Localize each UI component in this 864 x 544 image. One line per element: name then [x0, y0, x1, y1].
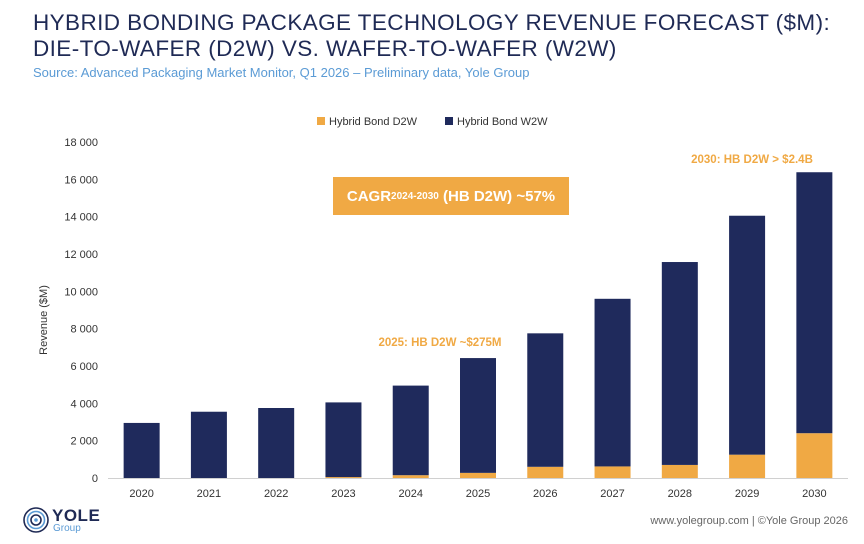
bar-w2w-2028 [661, 262, 698, 465]
title-block: HYBRID BONDING PACKAGE TECHNOLOGY REVENU… [33, 10, 853, 80]
x-tick-label: 2022 [264, 488, 288, 500]
x-tick-label: 2023 [331, 488, 355, 500]
x-tick-label: 2026 [533, 488, 557, 500]
footer-credit: www.yolegroup.com | ©Yole Group 2026 [650, 515, 848, 527]
bar-d2w-2024 [392, 475, 429, 478]
chart-source: Source: Advanced Packaging Market Monito… [33, 65, 530, 80]
yole-swirl-icon [23, 507, 49, 533]
bar-d2w-2026 [527, 466, 564, 478]
bar-w2w-2024 [392, 385, 429, 476]
bar-w2w-2030 [796, 172, 833, 434]
x-tick-label: 2024 [398, 488, 422, 500]
y-tick-label: 2 000 [70, 436, 98, 448]
y-tick-label: 18 000 [64, 137, 98, 149]
annotation-2030: 2030: HB D2W > $2.4B [691, 154, 813, 166]
x-tick-label: 2027 [600, 488, 624, 500]
y-tick-label: 0 [92, 473, 98, 485]
bar-w2w-2029 [729, 215, 766, 455]
x-tick-label: 2021 [197, 488, 221, 500]
bar-w2w-2023 [325, 402, 362, 478]
y-tick-label: 8 000 [70, 324, 98, 336]
x-tick-label: 2029 [735, 488, 759, 500]
logo-wordmark: YOLE [52, 506, 101, 525]
bar-series [123, 172, 833, 478]
bar-d2w-2028 [661, 464, 698, 478]
legend-label-d2w: Hybrid Bond D2W [329, 116, 418, 128]
x-tick-label: 2025 [466, 488, 490, 500]
x-axis: 2020 2021 2022 2023 2024 2025 2026 2027 2028 2029… [108, 478, 848, 500]
x-tick-label: 2030 [802, 488, 826, 500]
y-tick-label: 10 000 [64, 286, 98, 298]
bar-w2w-2020 [123, 422, 160, 478]
logo-subtitle: Group [53, 523, 81, 534]
bar-w2w-2027 [594, 298, 631, 467]
legend-label-w2w: Hybrid Bond W2W [457, 116, 548, 128]
yole-logo: YOLE Group [22, 506, 132, 536]
cagr-callout: CAGR 2024-2030 (HB D2W) ~57% [333, 177, 569, 215]
y-axis-title: Revenue ($M) [38, 285, 50, 355]
cagr-label: CAGR [346, 187, 392, 205]
bar-d2w-2027 [594, 466, 631, 478]
annotation-2025: 2025: HB D2W ~$275M [378, 337, 501, 349]
x-tick-label: 2028 [668, 488, 692, 500]
y-axis: 0 2 000 4 000 6 000 8 000 10 000 12 000 14 000 1… [64, 137, 98, 485]
bar-w2w-2025 [460, 358, 496, 473]
chart-legend: Hybrid Bond D2W Hybrid Bond W2W [317, 116, 548, 128]
legend-swatch-w2w [445, 117, 453, 125]
bar-d2w-2025 [460, 472, 496, 478]
legend-swatch-d2w [317, 117, 325, 125]
y-tick-label: 14 000 [64, 212, 98, 224]
y-tick-label: 6 000 [70, 361, 98, 373]
y-tick-label: 12 000 [64, 249, 98, 261]
y-tick-label: 4 000 [70, 398, 98, 410]
x-tick-label: 2020 [129, 488, 153, 500]
chart-title-line1: HYBRID BONDING PACKAGE TECHNOLOGY REVENU… [33, 10, 831, 35]
cagr-value: (HB D2W) ~57% [438, 187, 556, 205]
bar-w2w-2021 [190, 411, 227, 478]
chart-title-line2: DIE-TO-WAFER (D2W) VS. WAFER-TO-WAFER (W… [33, 36, 617, 61]
y-tick-label: 16 000 [64, 174, 98, 186]
bar-w2w-2026 [527, 333, 564, 467]
bar-d2w-2023 [325, 477, 362, 478]
bar-w2w-2022 [258, 408, 295, 478]
bar-d2w-2029 [729, 454, 766, 478]
cagr-period: 2024-2030 [391, 190, 439, 202]
bar-d2w-2030 [796, 433, 833, 478]
